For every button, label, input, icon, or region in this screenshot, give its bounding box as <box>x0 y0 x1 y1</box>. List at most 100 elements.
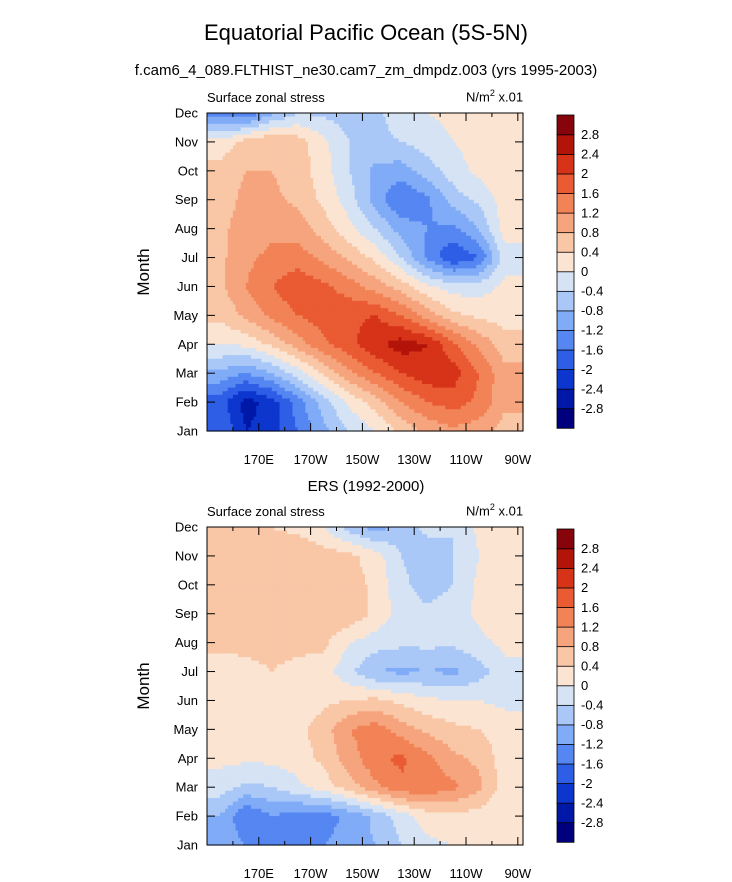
contour-cell <box>453 156 457 161</box>
contour-cell <box>308 116 312 121</box>
contour-cell <box>235 192 239 197</box>
contour-cell <box>310 214 314 219</box>
contour-cell <box>427 152 431 157</box>
contour-cell <box>458 170 462 176</box>
contour-cell <box>225 138 229 143</box>
contour-cell <box>471 199 475 204</box>
contour-cell <box>251 214 255 219</box>
contour-cell <box>238 239 242 244</box>
contour-cell <box>396 149 400 154</box>
contour-cell <box>403 192 408 197</box>
contour-cell <box>344 138 348 143</box>
contour-cell <box>473 123 477 129</box>
contour-cell <box>308 214 312 219</box>
contour-cell <box>230 156 234 161</box>
contour-cell <box>440 167 444 172</box>
contour-cell <box>300 181 304 186</box>
contour-cell <box>302 113 307 118</box>
contour-cell <box>370 181 374 186</box>
contour-cell <box>292 174 296 179</box>
contour-cell <box>315 206 319 212</box>
contour-cell <box>305 170 309 176</box>
contour-cell <box>222 141 226 147</box>
contour-cell <box>341 138 345 143</box>
contour-cell <box>460 253 465 259</box>
contour-cell <box>515 239 519 244</box>
contour-cell <box>372 214 376 219</box>
contour-cell <box>510 199 514 204</box>
contour-cell <box>230 185 234 190</box>
contour-cell <box>289 149 294 154</box>
contour-cell <box>491 192 496 197</box>
contour-cell <box>458 232 462 237</box>
contour-cell <box>377 246 382 251</box>
contour-cell <box>466 134 470 139</box>
contour-cell <box>385 134 389 139</box>
contour-cell <box>336 167 340 172</box>
contour-cell <box>282 131 286 136</box>
contour-cell <box>494 120 498 125</box>
contour-cell <box>240 210 244 215</box>
contour-cell <box>297 235 301 241</box>
contour-cell <box>445 185 449 190</box>
contour-cell <box>437 246 441 251</box>
contour-cell <box>447 221 452 226</box>
contour-cell <box>458 152 462 157</box>
contour-cell <box>388 192 392 197</box>
contour-cell <box>504 120 509 125</box>
contour-cell <box>362 156 366 161</box>
contour-cell <box>507 206 511 212</box>
contour-cell <box>341 203 345 208</box>
contour-cell <box>377 149 382 154</box>
contour-cell <box>502 243 506 248</box>
contour-cell <box>274 181 278 186</box>
contour-cell <box>440 134 444 139</box>
contour-cell <box>520 138 524 143</box>
contour-cell <box>318 253 322 259</box>
contour-cell <box>297 156 301 161</box>
contour-cell <box>497 178 501 183</box>
contour-cell <box>269 243 273 248</box>
contour-cell <box>357 123 361 129</box>
contour-cell <box>310 199 314 204</box>
contour-cell <box>512 116 516 121</box>
contour-cell <box>411 228 415 233</box>
contour-cell <box>398 170 402 176</box>
contour-cell <box>455 250 459 255</box>
contour-cell <box>331 174 335 179</box>
contour-cell <box>256 232 260 237</box>
contour-cell <box>349 246 353 251</box>
contour-cell <box>432 214 436 219</box>
contour-cell <box>357 174 361 179</box>
contour-cell <box>377 221 382 226</box>
contour-cell <box>497 239 501 244</box>
contour-cell <box>279 257 283 262</box>
contour-cell <box>339 225 343 230</box>
contour-cell <box>308 196 312 201</box>
contour-cell <box>287 217 291 223</box>
contour-cell <box>279 221 283 226</box>
contour-cell <box>243 131 247 136</box>
contour-cell <box>517 159 522 165</box>
contour-cell <box>274 113 278 118</box>
contour-cell <box>287 163 291 168</box>
contour-cell <box>409 210 413 215</box>
contour-cell <box>274 170 278 176</box>
contour-cell <box>453 214 457 219</box>
contour-cell <box>222 120 226 125</box>
contour-cell <box>502 152 506 157</box>
contour-cell <box>225 192 229 197</box>
contour-cell <box>295 145 299 150</box>
contour-cell <box>375 203 379 208</box>
contour-cell <box>486 141 490 147</box>
contour-cell <box>302 127 307 132</box>
contour-cell <box>359 239 364 244</box>
contour-cell <box>515 145 519 150</box>
contour-cell <box>341 123 345 129</box>
contour-cell <box>468 174 472 179</box>
contour-cell <box>424 131 428 136</box>
contour-cell <box>320 174 325 179</box>
contour-cell <box>269 167 273 172</box>
contour-cell <box>251 210 255 215</box>
contour-cell <box>489 123 493 129</box>
